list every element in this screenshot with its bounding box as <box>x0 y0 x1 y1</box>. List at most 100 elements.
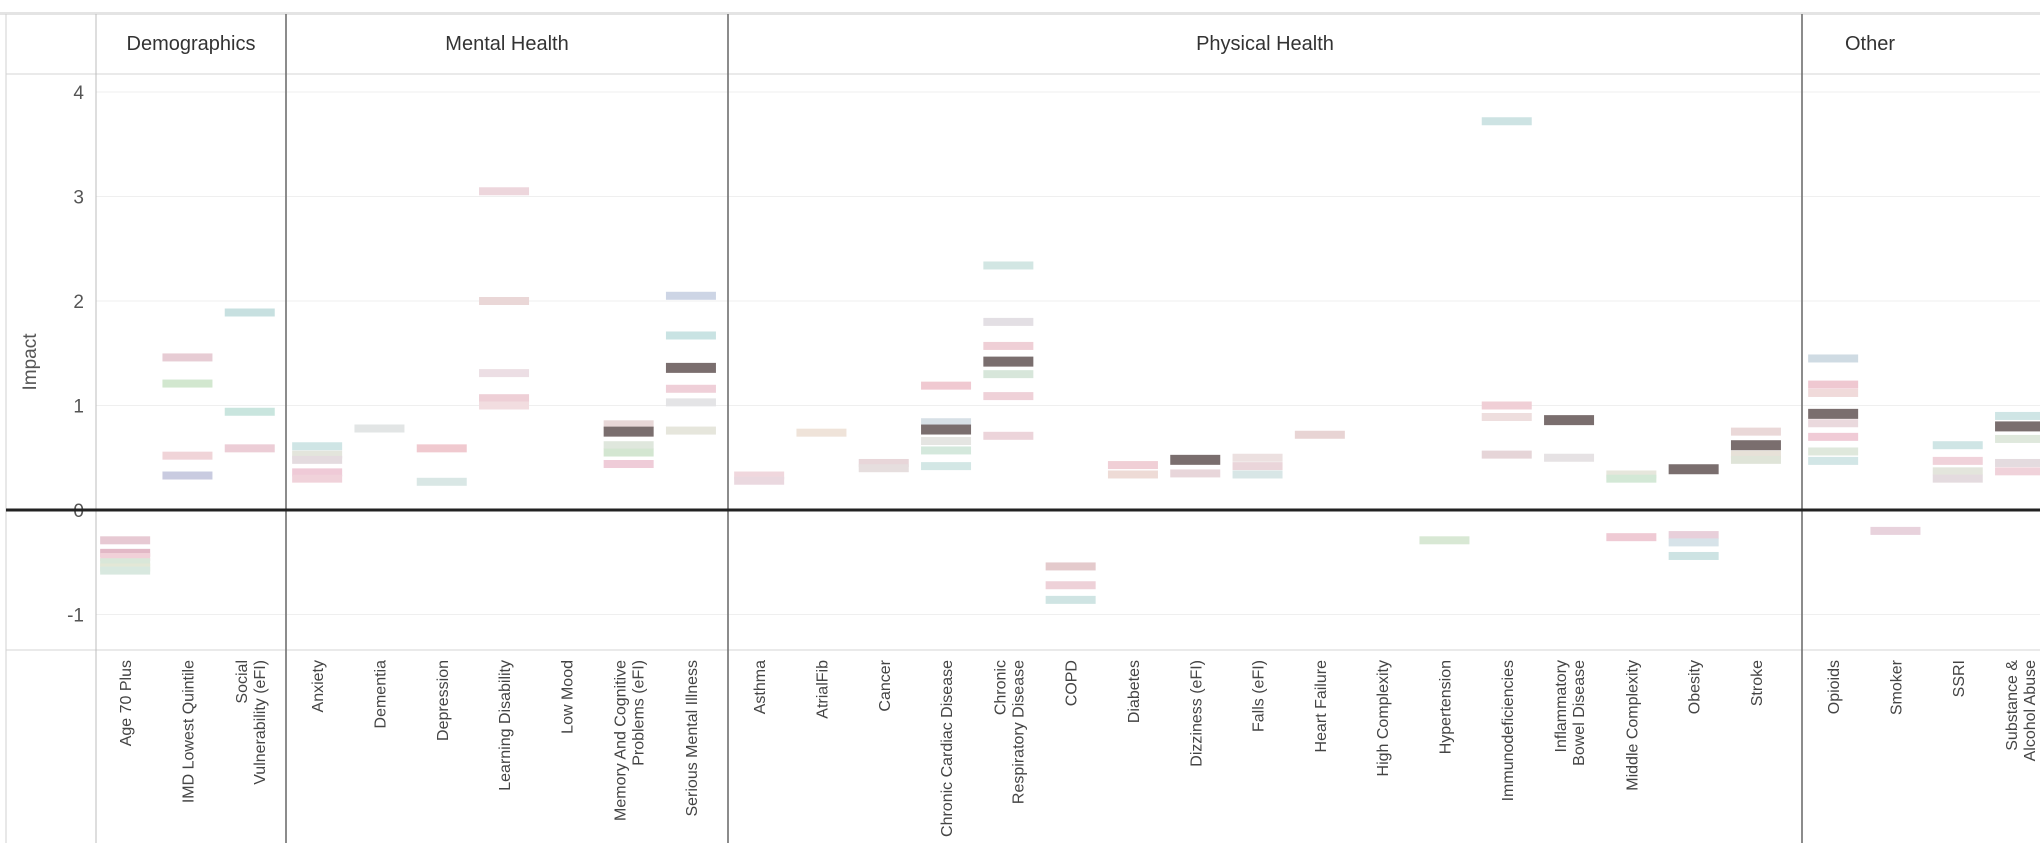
value-mark <box>1481 412 1532 421</box>
value-mark <box>1668 538 1719 547</box>
value-mark <box>1808 408 1859 419</box>
y-tick-label: 1 <box>73 397 84 418</box>
value-mark <box>162 379 213 388</box>
value-mark <box>665 398 716 407</box>
value-mark <box>1870 526 1921 535</box>
value-mark <box>921 418 972 427</box>
category-label: Memory And CognitiveProblems (eFI) <box>613 660 648 821</box>
value-mark <box>921 462 972 471</box>
value-mark <box>603 426 654 437</box>
value-mark <box>100 566 151 575</box>
y-tick-label: 2 <box>73 292 84 313</box>
value-mark <box>1232 470 1283 479</box>
value-mark <box>1808 447 1859 456</box>
value-mark <box>1232 462 1283 471</box>
category-label: Chronic Cardiac Disease <box>939 660 956 837</box>
value-mark <box>1045 581 1096 590</box>
value-mark <box>1170 469 1221 478</box>
category-label: IMD Lowest Quintile <box>180 660 197 803</box>
category-label: Smoker <box>1888 659 1905 715</box>
value-mark <box>162 451 213 460</box>
value-mark <box>734 476 785 485</box>
value-mark <box>1808 456 1859 465</box>
value-mark <box>1730 450 1781 459</box>
value-mark <box>100 553 151 562</box>
category-label: InflammatoryBowel Disease <box>1553 660 1588 766</box>
category-label: Opioids <box>1826 660 1843 714</box>
y-axis-label: Impact <box>20 333 41 391</box>
value-mark <box>665 384 716 393</box>
value-mark <box>292 442 343 451</box>
value-mark <box>665 291 716 300</box>
value-mark <box>292 455 343 464</box>
category-label: Anxiety <box>310 660 327 712</box>
value-mark <box>1606 474 1657 483</box>
value-mark <box>292 474 343 483</box>
value-mark <box>983 356 1034 367</box>
value-mark <box>983 431 1034 440</box>
category-label: Depression <box>435 660 452 741</box>
value-mark <box>1932 456 1983 465</box>
y-tick-label: 3 <box>73 188 84 209</box>
value-mark <box>224 444 275 453</box>
group-header: Other <box>1845 33 1895 55</box>
category-label: ChronicRespiratory Disease <box>992 660 1027 804</box>
value-mark <box>1995 411 2040 420</box>
value-mark <box>665 362 716 373</box>
value-mark <box>1045 595 1096 604</box>
value-mark <box>1730 440 1781 451</box>
value-mark <box>1932 474 1983 483</box>
value-mark <box>1170 454 1221 465</box>
value-mark <box>1481 117 1532 126</box>
value-mark <box>858 458 909 467</box>
value-mark <box>354 424 405 433</box>
value-mark <box>162 471 213 480</box>
value-mark <box>983 261 1034 270</box>
value-mark <box>479 401 530 410</box>
value-mark <box>100 548 151 557</box>
category-label: AtrialFib <box>814 660 831 719</box>
value-mark <box>921 437 972 446</box>
value-mark <box>665 426 716 435</box>
value-mark <box>224 308 275 317</box>
value-mark <box>100 558 151 567</box>
value-mark <box>603 441 654 450</box>
category-label: Learning Disability <box>497 660 514 791</box>
value-mark <box>1730 455 1781 464</box>
value-mark <box>162 353 213 362</box>
value-mark <box>1995 434 2040 443</box>
category-label: Substance &Alcohol Abuse <box>2004 660 2039 762</box>
category-label: Asthma <box>752 660 769 714</box>
value-mark <box>1668 464 1719 475</box>
value-mark <box>1808 380 1859 389</box>
value-mark <box>479 394 530 403</box>
value-mark <box>292 468 343 477</box>
value-mark <box>1995 458 2040 467</box>
value-mark <box>983 341 1034 350</box>
value-mark <box>858 464 909 473</box>
value-mark <box>603 460 654 469</box>
category-label: Age 70 Plus <box>118 660 135 746</box>
category-label: Cancer <box>877 659 894 711</box>
category-label: SocialVulnerability (eFI) <box>234 660 269 785</box>
value-mark <box>1294 430 1345 439</box>
value-mark <box>479 187 530 196</box>
value-mark <box>292 450 343 459</box>
value-mark <box>224 407 275 416</box>
value-mark <box>1107 470 1158 479</box>
value-mark <box>1808 419 1859 428</box>
value-mark <box>1232 453 1283 462</box>
value-mark <box>1995 421 2040 432</box>
value-mark <box>1481 401 1532 410</box>
value-mark <box>603 420 654 429</box>
category-label: Hypertension <box>1437 660 1454 754</box>
category-label: Low Mood <box>559 660 576 734</box>
group-header: Mental Health <box>445 33 568 55</box>
value-mark <box>100 536 151 545</box>
value-mark <box>1808 432 1859 441</box>
value-mark <box>1668 531 1719 540</box>
value-mark <box>983 370 1034 379</box>
category-label: Dementia <box>372 660 389 729</box>
group-header: Physical Health <box>1196 33 1334 55</box>
